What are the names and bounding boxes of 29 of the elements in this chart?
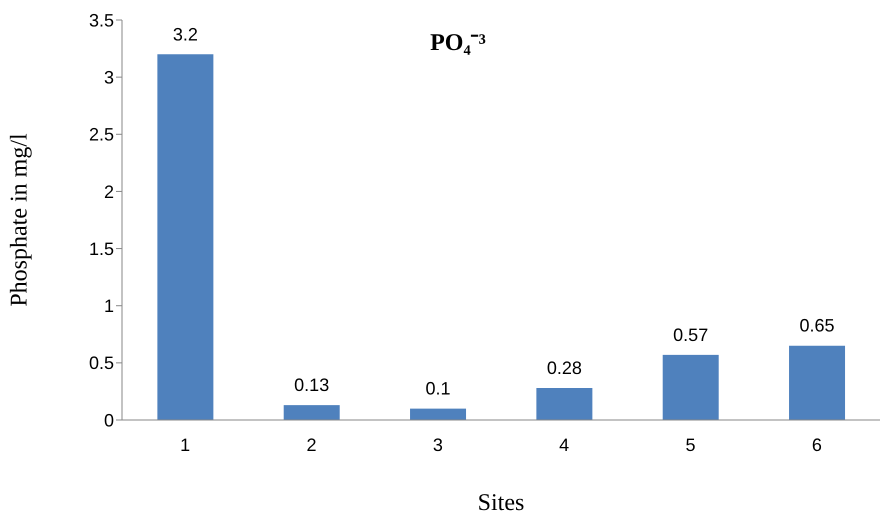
y-tick-label: 1 xyxy=(104,296,114,316)
bar xyxy=(157,54,214,420)
x-axis-title: Sites xyxy=(478,490,524,516)
bar xyxy=(789,346,846,420)
bar xyxy=(662,354,719,420)
data-label: 0.28 xyxy=(546,358,582,378)
y-tick-label: 2 xyxy=(104,182,114,202)
x-tick-label: 3 xyxy=(432,434,443,455)
y-tick-label: 3 xyxy=(104,68,114,88)
y-tick-label: 1.5 xyxy=(88,238,114,259)
y-tick-label: 0.5 xyxy=(88,353,114,374)
y-axis-title: Phosphate in mg/l xyxy=(6,133,33,307)
data-label: 0.57 xyxy=(673,324,708,345)
y-tick-label: 2.5 xyxy=(88,124,114,145)
x-tick-label: 4 xyxy=(559,434,570,455)
data-label: 0.13 xyxy=(294,375,330,396)
data-label: 0.65 xyxy=(800,316,835,336)
bar xyxy=(410,408,466,420)
bar xyxy=(536,388,592,420)
y-tick-label: 3.5 xyxy=(88,10,114,30)
y-tick-label: 0 xyxy=(104,410,114,430)
x-tick-label: 1 xyxy=(180,434,190,455)
chart-title: PO₄⁻³ xyxy=(429,29,487,57)
data-label: 0.1 xyxy=(426,378,451,399)
data-label: 3.2 xyxy=(172,24,198,44)
bar xyxy=(284,405,340,420)
x-tick-label: 2 xyxy=(306,434,317,455)
x-tick-label: 6 xyxy=(812,434,822,455)
x-tick-label: 5 xyxy=(685,434,696,455)
